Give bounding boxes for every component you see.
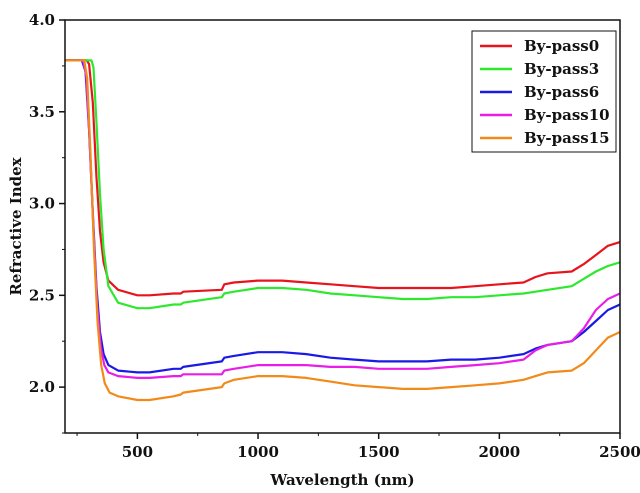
series-line-by-pass3: [65, 59, 621, 310]
y-tick-label: 4.0: [29, 11, 55, 29]
x-tick-label: 1500: [358, 443, 400, 461]
legend-label: By-pass6: [524, 83, 599, 101]
y-tick-label: 2.5: [29, 286, 55, 304]
y-axis-title: Refractive Index: [7, 156, 25, 295]
legend-label: By-pass0: [524, 37, 599, 55]
y-tick-label: 3.0: [29, 195, 55, 213]
legend: By-pass0 By-pass3 By-pass6 By-pass10 By-pass…: [471, 30, 617, 153]
axis-ticks: 500 1000 1500 2000 2500 2.0 2.5 3.0 3.5 4.0: [29, 11, 640, 461]
plot-frame: [64, 19, 621, 434]
series-line-by-pass15: [65, 59, 621, 402]
legend-label: By-pass10: [524, 106, 610, 124]
x-tick-label: 2500: [599, 443, 640, 461]
x-axis-title: Wavelength (nm): [269, 471, 414, 489]
y-tick-label: 3.5: [29, 103, 55, 121]
x-tick-label: 1000: [237, 443, 279, 461]
y-tick-label: 2.0: [29, 378, 55, 396]
x-tick-label: 500: [122, 443, 153, 461]
series-line-by-pass0: [65, 59, 621, 297]
legend-label: By-pass3: [524, 60, 599, 78]
series-layer: [65, 59, 621, 402]
x-tick-label: 2000: [478, 443, 520, 461]
legend-label: By-pass15: [524, 129, 610, 147]
